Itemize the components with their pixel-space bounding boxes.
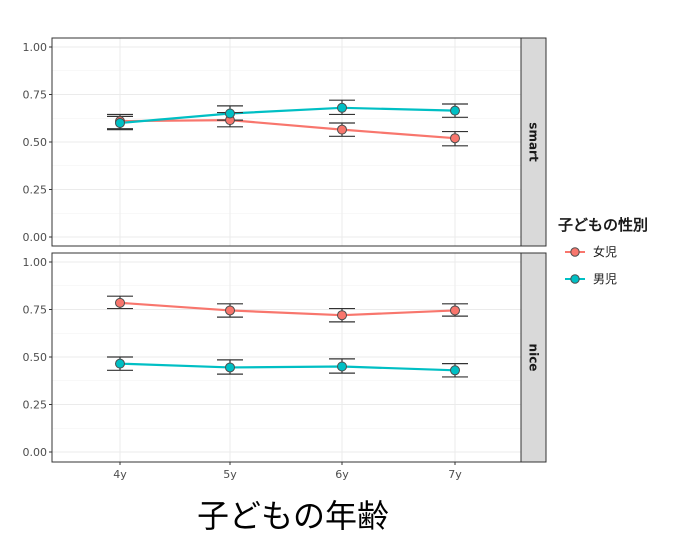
y-tick-label: 0.75 (23, 89, 48, 102)
legend-key-point (570, 247, 580, 257)
series-line (119, 362, 456, 372)
y-tick-label: 0.75 (23, 304, 48, 317)
x-tick-label: 4y (113, 468, 127, 481)
y-tick-label: 0.25 (23, 399, 48, 412)
facet-panel-nice: 0.00 0.25 0.50 0.75 1.00 nice (23, 252, 547, 463)
legend-key-point (570, 274, 580, 284)
y-tick-label: 0.00 (23, 446, 48, 459)
y-tick-label: 1.00 (23, 41, 48, 54)
data-point (337, 124, 347, 135)
data-point (115, 118, 125, 128)
facet-panel-smart: 0.00 0.25 0.50 0.75 1.00 smart (23, 37, 547, 247)
data-point (450, 105, 460, 116)
facet-strip-label: smart (527, 122, 541, 162)
x-tick-label: 7y (448, 468, 462, 481)
x-tick-label: 6y (335, 468, 349, 481)
x-tick-label: 5y (223, 468, 237, 481)
y-tick-label: 0.50 (23, 351, 48, 364)
data-point (225, 305, 235, 316)
legend-label: 男児 (593, 272, 617, 286)
series-line (119, 106, 456, 125)
y-tick-label: 0.50 (23, 136, 48, 149)
y-tick-label: 0.00 (23, 231, 48, 244)
facet-strip (520, 252, 547, 463)
data-point (225, 108, 235, 119)
facet-strip (520, 37, 547, 247)
data-point (450, 305, 460, 316)
data-point (337, 310, 347, 321)
data-point (337, 361, 347, 372)
legend-title: 子どもの性別 (558, 216, 648, 234)
facet-strip-label: nice (527, 344, 541, 372)
y-tick-label: 0.25 (23, 184, 48, 197)
data-point (115, 358, 125, 369)
data-point (450, 133, 460, 144)
series-line (119, 301, 456, 317)
data-point (225, 362, 235, 373)
series-line (119, 119, 456, 140)
data-point (450, 365, 460, 376)
x-axis-title: 子どもの年齢 (197, 497, 389, 535)
data-point (337, 102, 347, 113)
data-point (115, 297, 125, 308)
legend-label: 女児 (593, 244, 617, 259)
y-tick-label: 1.00 (23, 256, 48, 269)
